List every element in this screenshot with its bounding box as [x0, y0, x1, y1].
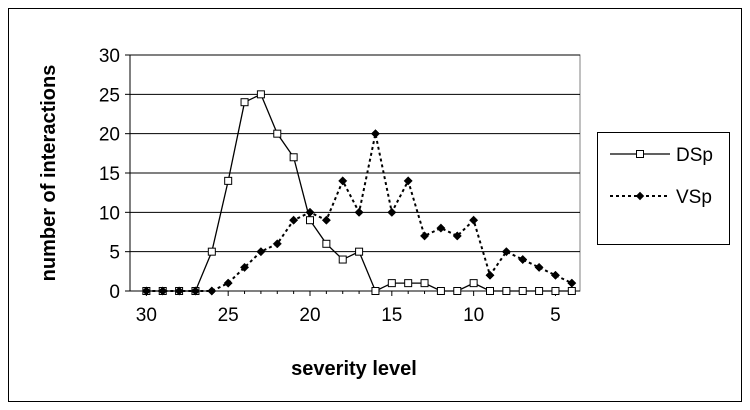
data-point-dsp — [240, 98, 249, 107]
data-point-vsp — [305, 207, 315, 217]
data-point-vsp — [321, 215, 331, 225]
data-point-vsp — [469, 215, 479, 225]
data-point-dsp — [420, 279, 429, 288]
y-tick-label: 5 — [109, 243, 120, 264]
data-point-dsp — [387, 279, 396, 288]
data-point-dsp — [289, 153, 298, 162]
data-point-vsp — [289, 215, 299, 225]
x-tick-label: 25 — [218, 305, 239, 326]
data-point-vsp — [190, 286, 201, 296]
tick-labels: 0 5 10 15 20 25 30 30 25 20 15 10 5 — [99, 46, 561, 326]
y-tick-label: 15 — [99, 164, 120, 185]
data-point-vsp — [370, 129, 381, 139]
data-point-vsp — [223, 278, 233, 288]
data-point-vsp — [550, 270, 561, 280]
data-point-vsp — [141, 286, 151, 296]
markers — [141, 90, 577, 296]
data-point-vsp — [354, 207, 364, 217]
data-point-vsp — [501, 247, 511, 257]
data-point-vsp — [174, 286, 184, 296]
data-point-vsp — [485, 270, 495, 280]
x-tick-label: 30 — [136, 305, 157, 326]
data-point-vsp — [518, 254, 528, 265]
data-point-dsp — [371, 287, 380, 295]
data-point-dsp — [338, 255, 347, 264]
data-point-dsp — [224, 176, 233, 185]
x-tick-label: 10 — [463, 305, 484, 326]
data-point-dsp — [207, 247, 216, 256]
legend-label-dsp: DSp — [676, 145, 713, 166]
x-tick-label: 20 — [299, 305, 320, 326]
data-point-dsp — [518, 287, 527, 295]
data-point-dsp — [306, 216, 314, 225]
legend-label-vsp: VSp — [676, 187, 712, 208]
data-point-vsp — [387, 207, 397, 217]
data-point-vsp — [452, 231, 462, 241]
data-point-dsp — [567, 287, 576, 295]
x-tick-label: 5 — [550, 305, 561, 326]
data-point-vsp — [567, 278, 577, 288]
data-point-dsp — [551, 287, 560, 295]
y-tick-label: 25 — [99, 85, 120, 106]
legend: DSp VSp — [597, 132, 730, 245]
data-point-dsp — [469, 279, 478, 288]
data-point-vsp — [256, 247, 266, 257]
data-point-vsp — [207, 286, 217, 296]
data-point-vsp — [403, 176, 413, 186]
data-point-dsp — [355, 247, 364, 256]
data-point-vsp — [338, 176, 348, 186]
data-point-dsp — [404, 279, 413, 288]
data-point-dsp — [322, 239, 331, 248]
data-point-dsp — [535, 287, 544, 295]
data-point-dsp — [256, 90, 265, 99]
data-point-vsp — [239, 262, 250, 272]
data-point-dsp — [486, 287, 494, 295]
legend-box — [597, 132, 730, 245]
data-point-dsp — [273, 129, 282, 138]
x-tick-label: 15 — [381, 305, 402, 326]
data-point-dsp — [502, 287, 511, 295]
y-tick-label: 10 — [99, 203, 120, 224]
data-point-dsp — [453, 287, 462, 295]
data-point-vsp — [419, 231, 430, 241]
x-axis-title: severity level — [291, 358, 417, 380]
legend-marker-vsp — [635, 191, 645, 201]
data-point-dsp — [436, 287, 445, 295]
y-tick-label: 0 — [109, 282, 120, 303]
y-axis-title: number of interactions — [38, 65, 60, 282]
data-point-vsp — [158, 286, 168, 296]
legend-marker-dsp — [636, 150, 644, 158]
data-point-vsp — [272, 239, 282, 249]
data-point-vsp — [534, 262, 544, 272]
data-point-vsp — [436, 223, 446, 233]
y-tick-label: 20 — [99, 125, 120, 146]
y-tick-label: 30 — [99, 46, 120, 67]
